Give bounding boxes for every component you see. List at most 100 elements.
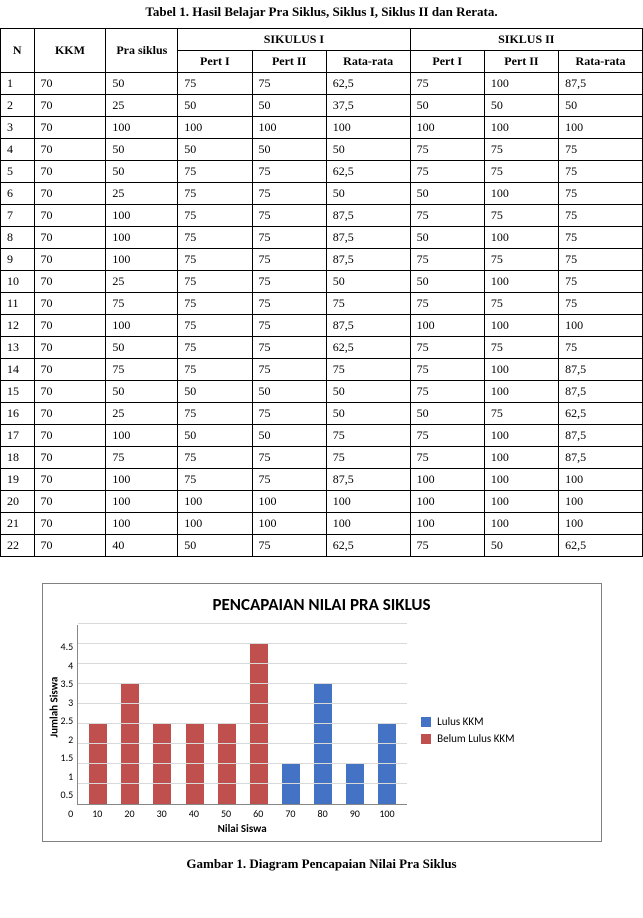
- table-cell: 15: [1, 381, 35, 403]
- th-kkm: KKM: [34, 29, 106, 73]
- legend-label: Belum Lulus KKM: [437, 732, 514, 745]
- table-cell: 100: [559, 469, 643, 491]
- table-cell: 100: [106, 425, 178, 447]
- table-cell: 75: [410, 249, 484, 271]
- table-cell: 100: [484, 447, 558, 469]
- table-cell: 75: [410, 139, 484, 161]
- th-pra: Pra siklus: [106, 29, 178, 73]
- table-cell: 8: [1, 227, 35, 249]
- table-cell: 75: [178, 315, 252, 337]
- x-tick: 20: [118, 807, 140, 820]
- table-cell: 87,5: [326, 249, 410, 271]
- table-cell: 50: [106, 381, 178, 403]
- bar-slot: [376, 724, 398, 804]
- table-cell: 25: [106, 183, 178, 205]
- table-cell: 75: [252, 227, 326, 249]
- y-tick: 0: [61, 807, 74, 820]
- table-cell: 100: [252, 513, 326, 535]
- table-cell: 100: [106, 491, 178, 513]
- table-cell: 70: [34, 205, 106, 227]
- table-cell: 75: [326, 447, 410, 469]
- table-cell: 75: [178, 183, 252, 205]
- table-cell: 75: [410, 447, 484, 469]
- table-cell: 75: [410, 205, 484, 227]
- table-cell: 100: [559, 117, 643, 139]
- table-cell: 100: [178, 491, 252, 513]
- figure-caption: Gambar 1. Diagram Pencapaian Nilai Pra S…: [0, 856, 643, 872]
- table-cell: 70: [34, 491, 106, 513]
- table-cell: 75: [484, 293, 558, 315]
- chart-container: PENCAPAIAN NILAI PRA SIKLUS Jumlah Siswa…: [42, 583, 602, 842]
- table-cell: 1: [1, 73, 35, 95]
- table-cell: 100: [326, 513, 410, 535]
- table-row: 137050757562,5757575: [1, 337, 643, 359]
- table-cell: 75: [484, 403, 558, 425]
- table-cell: 75: [484, 161, 558, 183]
- table-cell: 75: [106, 447, 178, 469]
- y-tick: 0.5: [61, 788, 74, 801]
- table-cell: 87,5: [326, 227, 410, 249]
- y-tick: 2.5: [61, 714, 74, 727]
- th-s2-rata: Rata-rata: [559, 51, 643, 73]
- table-cell: 87,5: [559, 425, 643, 447]
- chart-legend: Lulus KKM Belum Lulus KKM: [407, 711, 514, 749]
- table-cell: 75: [410, 381, 484, 403]
- table-row: 117075757575757575: [1, 293, 643, 315]
- table-cell: 75: [252, 205, 326, 227]
- table-cell: 100: [484, 183, 558, 205]
- table-row: 17701005050757510087,5: [1, 425, 643, 447]
- table-cell: 70: [34, 337, 106, 359]
- table-row: 970100757587,5757575: [1, 249, 643, 271]
- chart-bar: [314, 684, 332, 804]
- bars-group: [78, 625, 407, 804]
- table-cell: 75: [252, 249, 326, 271]
- chart-bar: [250, 644, 268, 804]
- th-s2-pert2: Pert II: [484, 51, 558, 73]
- table-cell: 70: [34, 227, 106, 249]
- table-cell: 50: [178, 95, 252, 117]
- table-row: 370100100100100100100100: [1, 117, 643, 139]
- table-cell: 75: [106, 359, 178, 381]
- chart-bar: [89, 724, 107, 804]
- table-cell: 50: [178, 535, 252, 557]
- table-cell: 2: [1, 95, 35, 117]
- table-cell: 75: [326, 425, 410, 447]
- x-tick: 30: [151, 807, 173, 820]
- th-n: N: [1, 29, 35, 73]
- table-cell: 75: [559, 205, 643, 227]
- table-cell: 70: [34, 293, 106, 315]
- legend-label: Lulus KKM: [437, 715, 483, 728]
- x-tick: 40: [183, 807, 205, 820]
- table-cell: 100: [559, 315, 643, 337]
- y-axis-label: Jumlah Siswa: [47, 723, 60, 737]
- table-cell: 75: [178, 271, 252, 293]
- gridline: [78, 623, 407, 624]
- table-cell: 75: [178, 227, 252, 249]
- table-cell: 70: [34, 183, 106, 205]
- table-cell: 100: [410, 469, 484, 491]
- table-row: 2170100100100100100100100: [1, 513, 643, 535]
- table-cell: 50: [326, 183, 410, 205]
- table-cell: 50: [326, 403, 410, 425]
- table-cell: 87,5: [326, 315, 410, 337]
- table-cell: 75: [252, 73, 326, 95]
- table-cell: 75: [252, 271, 326, 293]
- table-cell: 100: [106, 205, 178, 227]
- table-cell: 75: [559, 139, 643, 161]
- table-row: 1070257575505010075: [1, 271, 643, 293]
- table-title: Tabel 1. Hasil Belajar Pra Siklus, Siklu…: [0, 0, 643, 28]
- table-cell: 50: [410, 403, 484, 425]
- th-siklus2: SIKLUS II: [410, 29, 642, 51]
- x-tick: 10: [86, 807, 108, 820]
- chart-bar: [282, 764, 300, 804]
- table-cell: 50: [410, 183, 484, 205]
- table-cell: 87,5: [326, 205, 410, 227]
- table-cell: 100: [484, 227, 558, 249]
- table-cell: 75: [178, 293, 252, 315]
- table-cell: 12: [1, 315, 35, 337]
- table-cell: 75: [410, 535, 484, 557]
- bar-slot: [248, 644, 270, 804]
- th-siklus1: SIKULUS I: [178, 29, 410, 51]
- table-cell: 75: [178, 337, 252, 359]
- table-cell: 75: [252, 337, 326, 359]
